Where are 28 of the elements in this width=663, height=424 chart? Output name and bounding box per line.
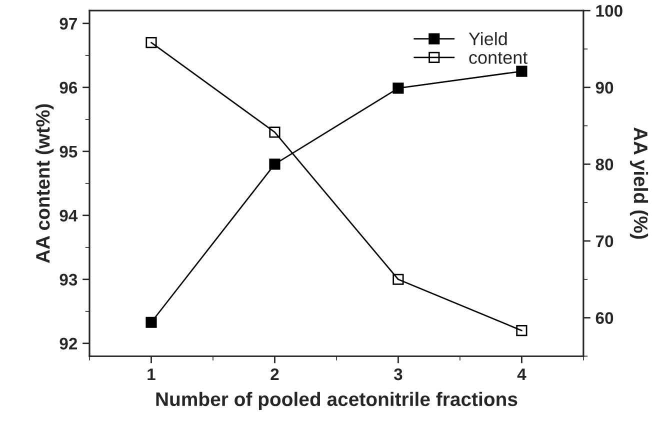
point xyxy=(269,126,280,138)
y-tick-label: 97 xyxy=(60,18,77,30)
point xyxy=(146,37,157,48)
y2-tick-label: 60 xyxy=(596,312,614,324)
y-tick-label: 96 xyxy=(60,82,78,94)
x-axis-title: Number of pooled acetonitrile fractions xyxy=(156,392,518,410)
point xyxy=(392,274,404,285)
point xyxy=(146,316,157,328)
y2-axis-title: AA yield (%) xyxy=(630,128,648,239)
y-tick-label: 95 xyxy=(60,146,78,158)
point xyxy=(392,82,404,94)
point xyxy=(516,66,528,77)
x-tick-label: 4 xyxy=(517,368,526,380)
point xyxy=(516,325,528,336)
y-tick-label: 94 xyxy=(60,210,78,222)
x-tick-label: 3 xyxy=(394,368,402,380)
point xyxy=(269,158,280,170)
y2-tick-label: 90 xyxy=(596,82,614,94)
y-tick-label: 92 xyxy=(60,338,78,350)
x-tick-label: 1 xyxy=(148,368,156,380)
legend-label: Yield xyxy=(468,32,507,46)
y2-tick-label: 80 xyxy=(596,158,614,170)
y2-tick-label: 100 xyxy=(596,5,622,17)
y2-tick-label: 70 xyxy=(596,235,614,248)
y-axis-title: AA content (wt%) xyxy=(35,104,54,263)
legend-label: content xyxy=(469,52,528,64)
y-tick-label: 93 xyxy=(60,274,78,286)
x-tick-label: 2 xyxy=(270,368,279,380)
